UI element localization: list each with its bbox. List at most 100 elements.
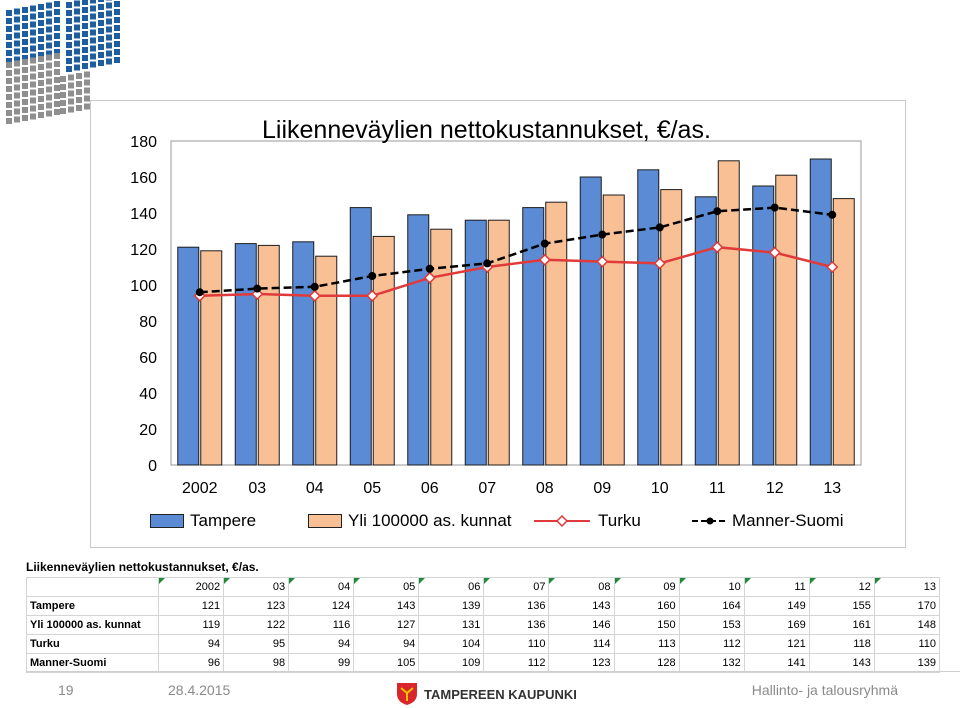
logo-tile bbox=[68, 90, 74, 97]
point-manner-suomi bbox=[770, 203, 779, 212]
point-turku bbox=[308, 289, 321, 302]
logo-tile bbox=[68, 106, 74, 113]
logo-tile bbox=[46, 50, 52, 57]
logo-tile bbox=[98, 44, 104, 50]
logo-tile bbox=[114, 25, 120, 31]
point-manner-suomi bbox=[253, 284, 262, 293]
x-tick-label: 04 bbox=[306, 480, 324, 497]
logo-tile bbox=[54, 49, 60, 55]
table-cell: 136 bbox=[483, 596, 550, 616]
logo-tile bbox=[38, 44, 44, 50]
logo-tile bbox=[6, 50, 12, 56]
footer-date: 28.4.2015 bbox=[168, 682, 231, 698]
logo-tile bbox=[22, 15, 28, 21]
logo-tile bbox=[74, 16, 80, 23]
logo-tile bbox=[6, 94, 12, 100]
logo-tile bbox=[30, 57, 36, 64]
logo-tile bbox=[46, 34, 52, 41]
logo-tile bbox=[54, 109, 60, 115]
logo-tile bbox=[38, 12, 44, 18]
table-cell: 114 bbox=[548, 634, 615, 654]
logo-tile bbox=[30, 113, 36, 120]
logo-tile bbox=[54, 61, 60, 67]
table-cell: 161 bbox=[808, 615, 875, 635]
logo-tile bbox=[76, 105, 82, 111]
table-header-row: 2002 03 04 05 06 07 08 09 10 11 12 13 bbox=[26, 577, 941, 597]
bar-yli bbox=[200, 250, 223, 466]
table-cell: 139 bbox=[418, 596, 485, 616]
table-header-cell: 06 bbox=[418, 577, 485, 597]
logo-tile bbox=[30, 5, 36, 12]
table-header-cell: 10 bbox=[678, 577, 745, 597]
logo-tile bbox=[82, 55, 88, 61]
logo-tile bbox=[38, 104, 44, 110]
table-cell: 131 bbox=[418, 615, 485, 635]
x-tick-label: 07 bbox=[478, 480, 496, 497]
bar-yli bbox=[372, 235, 395, 466]
logo-tile bbox=[38, 96, 44, 102]
logo-tile bbox=[68, 82, 74, 89]
point-manner-suomi bbox=[368, 272, 377, 280]
bar-yli bbox=[430, 228, 453, 466]
logo-tile bbox=[14, 8, 20, 15]
table-row: Tampere 121 123 124 143 139 136 143 160 … bbox=[26, 596, 941, 616]
point-turku bbox=[423, 271, 436, 284]
y-tick-label: 120 bbox=[130, 242, 157, 259]
legend-item-tampere: Tampere bbox=[150, 510, 256, 532]
table-cell: 112 bbox=[678, 634, 745, 654]
logo-tile bbox=[82, 39, 88, 45]
logo-tile bbox=[76, 89, 82, 95]
table-row: Yli 100000 as. kunnat 119 122 116 127 13… bbox=[26, 615, 941, 635]
point-manner-suomi bbox=[425, 264, 434, 273]
table-cell: 116 bbox=[288, 615, 355, 635]
logo-tile bbox=[54, 25, 60, 31]
logo-tile bbox=[114, 17, 120, 23]
table-cell: 110 bbox=[483, 634, 550, 654]
table-header-cell: 2002 bbox=[157, 577, 225, 597]
logo-tile bbox=[22, 67, 28, 73]
table-cell: 112 bbox=[483, 653, 550, 673]
logo-tile bbox=[98, 60, 104, 66]
point-manner-suomi bbox=[828, 210, 837, 219]
logo-tile bbox=[106, 42, 112, 49]
logo-tile bbox=[54, 53, 60, 59]
logo-tile bbox=[30, 81, 36, 88]
logo-tile bbox=[38, 28, 44, 34]
y-tick-label: 40 bbox=[139, 386, 157, 403]
table-header-cell: 04 bbox=[288, 577, 355, 597]
row-label: Manner-Suomi bbox=[26, 653, 159, 673]
table-cell: 110 bbox=[873, 634, 941, 654]
logo-tile bbox=[6, 86, 12, 92]
logo-tile bbox=[30, 13, 36, 20]
bar-tampere bbox=[349, 207, 372, 466]
logo-tile bbox=[22, 115, 28, 121]
logo-tile bbox=[46, 26, 52, 33]
logo-tile bbox=[54, 93, 60, 99]
logo-tile bbox=[84, 103, 90, 110]
point-turku bbox=[711, 241, 724, 254]
plot-area bbox=[170, 140, 862, 466]
table-cell: 143 bbox=[548, 596, 615, 616]
bar-tampere bbox=[637, 169, 660, 466]
point-manner-suomi bbox=[540, 239, 549, 248]
logo-tile bbox=[38, 36, 44, 42]
bar-yli bbox=[545, 201, 568, 466]
logo-tile bbox=[74, 24, 80, 31]
table-cell: 143 bbox=[808, 653, 875, 673]
logo-tile bbox=[14, 48, 20, 55]
chart-area: 0 20 40 60 80 100 120 140 160 180 2002 03 04 05 06 07 08… bbox=[90, 100, 906, 548]
logo-tile bbox=[22, 59, 28, 65]
y-tick-label: 60 bbox=[139, 350, 157, 367]
logo-tile bbox=[60, 100, 66, 106]
table-header-cell: 11 bbox=[743, 577, 810, 597]
legend-marker-turku bbox=[534, 514, 590, 528]
table-cell: 153 bbox=[678, 615, 745, 635]
logo-tile bbox=[98, 0, 104, 2]
table-cell: 160 bbox=[613, 596, 680, 616]
logo-tile bbox=[84, 87, 90, 94]
table-cell: 155 bbox=[808, 596, 875, 616]
logo-tile bbox=[60, 108, 66, 114]
logo-tile bbox=[84, 79, 90, 86]
logo-tile bbox=[14, 24, 20, 31]
logo-icon bbox=[6, 0, 120, 124]
